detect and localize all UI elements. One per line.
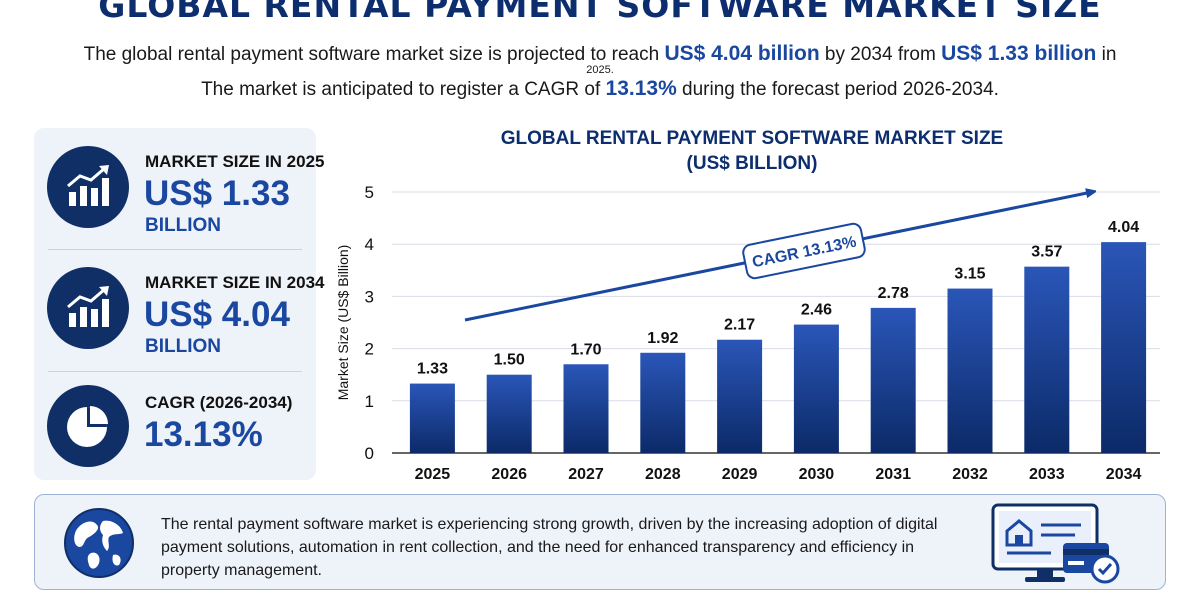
x-tick-label: 2033 (1029, 466, 1065, 483)
intro-text-pre: The global rental payment software marke… (83, 44, 665, 65)
kpi-panel: MARKET SIZE IN 2025 US$ 1.33 BILLION MAR… (34, 128, 325, 480)
data-label: 2.17 (724, 317, 755, 334)
kpi-unit: BILLION (145, 336, 221, 357)
y-tick-label: 3 (365, 287, 374, 306)
data-label: 3.15 (954, 266, 985, 283)
globe-icon (63, 507, 135, 583)
data-label: 1.92 (647, 330, 678, 347)
divider (48, 371, 302, 372)
y-tick-label: 0 (365, 444, 374, 463)
data-label: 2.46 (801, 302, 832, 319)
bar (870, 307, 916, 453)
kpi-label: MARKET SIZE IN 2025 (145, 152, 325, 171)
bar-chart: 0 1 2 3 4 5 Market Size (US$ Billion) 1.33 2025 1… (335, 183, 1160, 483)
x-tick-label: 2034 (1106, 466, 1142, 483)
cagr-annotation: CAGR 13.13% (742, 222, 866, 280)
summary-box: The rental payment software market is ex… (34, 494, 1166, 590)
data-label: 2.78 (878, 285, 909, 302)
rental-payment-monitor-icon (991, 503, 1121, 589)
cagr-text-pre: The market is anticipated to register a … (201, 79, 606, 100)
x-tick-label: 2030 (799, 466, 835, 483)
summary-text: The rental payment software market is ex… (161, 516, 938, 579)
data-label: 1.70 (570, 341, 601, 358)
page-title: GLOBAL RENTAL PAYMENT SOFTWARE MARKET SI… (98, 0, 1102, 25)
bar (563, 364, 609, 453)
cagr-value-inline: 13.13% (605, 77, 677, 100)
intro-year: 2025. (586, 64, 614, 76)
cagr-annotation-box (742, 222, 866, 280)
kpi-market-size-2025: MARKET SIZE IN 2025 US$ 1.33 BILLION (34, 128, 325, 248)
bar-chart-growth-icon (47, 267, 129, 349)
y-tick-label: 4 (365, 235, 374, 254)
x-tick-label: 2032 (952, 466, 988, 483)
intro-text-mid: by 2034 from (819, 44, 942, 65)
x-tick-label: 2028 (645, 466, 681, 483)
bar (409, 383, 455, 453)
data-label: 1.33 (417, 361, 448, 378)
kpi-label: CAGR (2026-2034) (145, 393, 293, 412)
kpi-value: US$ 4.04 (144, 295, 290, 334)
chart-title: GLOBAL RENTAL PAYMENT SOFTWARE MARKET SI… (500, 128, 1004, 149)
x-tick-label: 2027 (568, 466, 604, 483)
intro-text-post: in (1096, 44, 1117, 65)
cagr-text-post: during the forecast period 2026-2034. (676, 79, 999, 100)
data-label: 1.50 (494, 352, 525, 369)
bar (717, 339, 763, 453)
bar (1024, 266, 1070, 453)
intro-value-2025: US$ 1.33 billion (941, 42, 1097, 65)
bar (793, 324, 839, 453)
kpi-value: US$ 1.33 (144, 174, 290, 213)
data-label: 4.04 (1108, 219, 1139, 236)
kpi-cagr: CAGR (2026-2034) 13.13% (34, 371, 316, 480)
intro-value-2034: US$ 4.04 billion (664, 42, 820, 65)
bar (947, 288, 993, 453)
data-label: 3.57 (1031, 244, 1062, 261)
y-axis-title: Market Size (US$ Billion) (335, 245, 351, 401)
y-tick-label: 5 (365, 183, 374, 202)
chart-subtitle: (US$ BILLION) (686, 153, 818, 174)
intro-line-1: The global rental payment software marke… (0, 42, 1200, 66)
y-tick-label: 1 (365, 392, 374, 411)
x-tick-label: 2026 (491, 466, 527, 483)
kpi-label: MARKET SIZE IN 2034 (145, 273, 325, 292)
x-tick-label: 2025 (415, 466, 451, 483)
kpi-unit: BILLION (145, 215, 221, 236)
y-tick-label: 2 (365, 340, 374, 359)
bar (1101, 242, 1147, 453)
divider (48, 249, 302, 250)
bar-chart-growth-icon (47, 146, 129, 228)
x-tick-label: 2031 (875, 466, 911, 483)
intro-line-2: The market is anticipated to register a … (0, 77, 1200, 101)
kpi-value: 13.13% (144, 415, 263, 454)
bar (640, 352, 686, 453)
bar (486, 374, 532, 453)
x-tick-label: 2029 (722, 466, 758, 483)
kpi-market-size-2034: MARKET SIZE IN 2034 US$ 4.04 BILLION (34, 249, 325, 370)
pie-chart-icon (47, 385, 129, 467)
